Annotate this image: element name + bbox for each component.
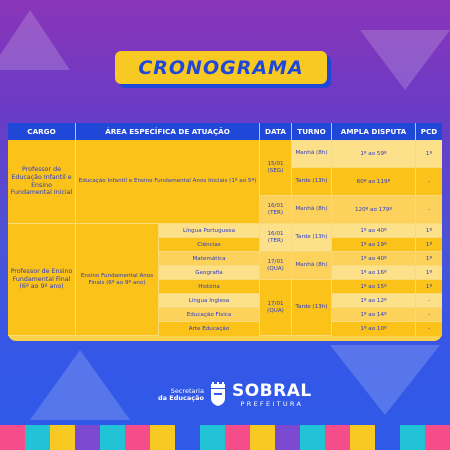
pcd-cell: 1º [416,238,442,252]
ampla-cell: 120º ao 179º [332,196,416,224]
pcd-cell: - [416,308,442,322]
date-cell: 16/01 (TER) [260,196,292,224]
ampla-cell: 1º ao 16º [332,266,416,280]
date-cell: 17/01 (QUA) [260,252,292,280]
subject-cell: Ciências [159,238,260,252]
subject-cell: Matemática [159,252,260,266]
area-cell: Educação Infantil e Ensino Fundamental A… [76,140,260,224]
subject-cell: Arte Educação [159,322,260,336]
turno-cell: Manhã (8h) [292,140,332,168]
prefeitura-label: PREFEITURA [240,399,304,408]
table-row: História 17/01 (QUA) Tarde (13h) 1º ao 1… [8,280,442,336]
decorative-shape [30,350,130,420]
header-data: DATA [260,123,292,140]
pcd-cell: 1º [416,252,442,266]
table-header-row: CARGO ÁREA ESPECÍFICA DE ATUAÇÃO DATA TU… [8,123,442,140]
secretaria-text: Secretaria da Educação [158,386,204,403]
table-row: Geografia 1º ao 16º 1º [8,266,442,280]
header-turno: TURNO [292,123,332,140]
table-row: Professor de Educação Infantil e Ensino … [8,140,442,224]
decorative-shape [330,345,440,415]
pcd-cell: 1º [416,140,442,168]
secretaria-line1: Secretaria [170,386,204,395]
ampla-cell: 1º ao 10º [332,322,416,336]
cargo-cell: Professor de Educação Infantil e Ensino … [8,140,76,224]
page-title: CRONOGRAMA [138,56,304,79]
ampla-cell: 1º ao 40º [332,224,416,238]
decorative-shape [360,30,450,90]
pcd-cell: 1º [416,224,442,238]
subject-cell: Língua Portuguesa [159,224,260,238]
header-cargo: CARGO [8,123,76,140]
cargo-cell: Professor de Ensino Fundamental Final (6… [8,224,76,336]
subject-cell: Língua Inglesa [159,294,260,308]
turno-cell: Tarde (13h) [292,280,332,336]
schedule-table: CARGO ÁREA ESPECÍFICA DE ATUAÇÃO DATA TU… [8,123,442,336]
brand-name: SOBRAL [231,380,312,401]
title-banner: CRONOGRAMA [115,51,327,84]
pcd-cell: 1º [416,280,442,294]
table-row: Arte Educação 1º ao 10º - [8,322,442,336]
subject-cell: História [159,280,260,294]
pcd-cell: - [416,294,442,308]
turno-cell: Tarde (13h) [292,168,332,196]
table-row: Professor de Ensino Fundamental Final (6… [8,224,442,336]
ampla-cell: 1º ao 15º [332,280,416,294]
table-row: Matemática 17/01 (QUA) Manhã (8h) 1º ao … [8,252,442,280]
date-cell: 16/01 (TER) [260,224,292,252]
turno-cell: Tarde (13h) [292,224,332,252]
pcd-cell: 1º [416,266,442,280]
decorative-shape [0,10,70,70]
table-row: Língua Inglesa 1º ao 12º - [8,294,442,308]
date-cell: 15/01 (SEG) [260,140,292,196]
ampla-cell: 1º ao 40º [332,252,416,266]
footer-logo: Secretaria da Educação SOBRAL PREFEITURA [158,382,312,408]
subject-cell: Educação Física [159,308,260,322]
ampla-cell: 1º ao 19º [332,238,416,252]
ampla-cell: 1º ao 14º [332,308,416,322]
subject-cell: Geografia [159,266,260,280]
header-area: ÁREA ESPECÍFICA DE ATUAÇÃO [76,123,260,140]
table-row: Educação Física 1º ao 14º - [8,308,442,322]
table-row: Ciências 1º ao 19º 1º [8,238,442,252]
date-cell: 17/01 (QUA) [260,280,292,336]
pcd-cell: - [416,322,442,336]
turno-cell: Manhã (8h) [292,196,332,224]
header-pcd: PCD [416,123,442,140]
decorative-pattern-strip [0,425,450,450]
pcd-cell: - [416,168,442,196]
ampla-cell: 1º ao 59º [332,140,416,168]
header-ampla: AMPLA DISPUTA [332,123,416,140]
pcd-cell: - [416,196,442,224]
table-row: Tarde (13h) 60º ao 119º - [8,168,442,196]
ampla-cell: 1º ao 12º [332,294,416,308]
secretaria-line2: da Educação [158,394,204,402]
ampla-cell: 60º ao 119º [332,168,416,196]
area-cell: Ensino Fundamental Anos Finais (6º ao 9º… [76,224,159,336]
turno-cell: Manhã (8h) [292,252,332,280]
brand-block: SOBRAL PREFEITURA [231,380,312,408]
coat-of-arms-icon [209,382,227,408]
table-row: 16/01 (TER) Manhã (8h) 120º ao 179º - [8,196,442,224]
